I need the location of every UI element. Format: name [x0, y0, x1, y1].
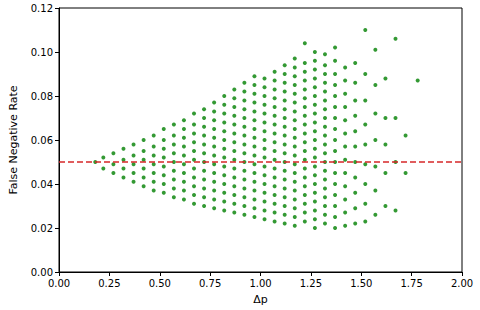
svg-text:0.04: 0.04	[31, 179, 53, 190]
svg-text:1.50: 1.50	[350, 278, 372, 289]
svg-text:1.75: 1.75	[400, 278, 422, 289]
svg-text:2.00: 2.00	[451, 278, 473, 289]
svg-text:0.12: 0.12	[31, 3, 53, 14]
svg-text:False Negative Rate: False Negative Rate	[7, 85, 20, 194]
svg-text:Δp: Δp	[253, 293, 268, 306]
svg-text:1.25: 1.25	[300, 278, 322, 289]
svg-text:0.25: 0.25	[98, 278, 120, 289]
svg-text:0.00: 0.00	[48, 278, 70, 289]
svg-text:0.00: 0.00	[31, 267, 53, 278]
svg-text:0.08: 0.08	[31, 91, 53, 102]
svg-text:0.50: 0.50	[149, 278, 171, 289]
svg-text:0.10: 0.10	[31, 47, 53, 58]
svg-text:0.06: 0.06	[31, 135, 53, 146]
svg-text:1.00: 1.00	[249, 278, 271, 289]
svg-text:0.75: 0.75	[199, 278, 221, 289]
svg-text:0.02: 0.02	[31, 223, 53, 234]
